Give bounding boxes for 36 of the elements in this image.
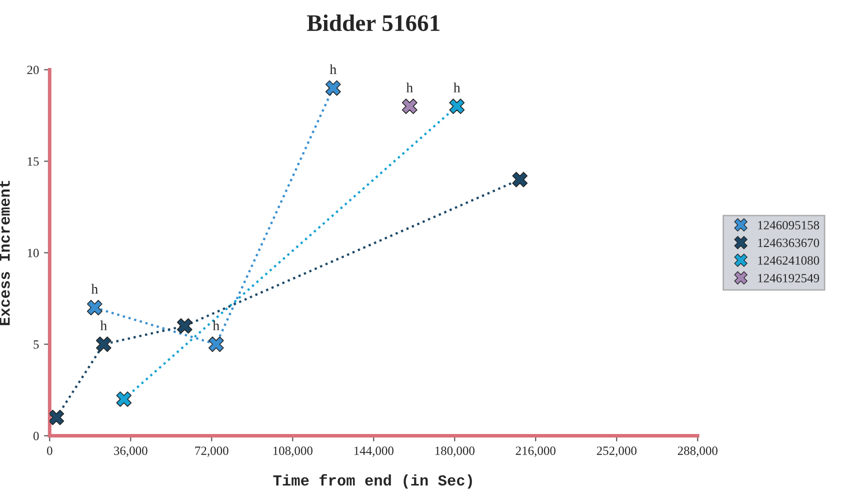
point <box>325 80 341 96</box>
point <box>176 318 192 334</box>
point <box>402 98 418 114</box>
x-tick-label: 288,000 <box>678 446 718 457</box>
x-tick-label: 108,000 <box>273 446 312 457</box>
annotation: h <box>212 320 220 330</box>
annotation: h <box>330 64 336 74</box>
x-tick-label: 252,000 <box>596 446 636 457</box>
point <box>86 300 102 316</box>
x-tick-label: 216,000 <box>516 446 556 457</box>
point <box>512 172 528 188</box>
legend-label: 1246363670 <box>758 238 820 248</box>
point <box>50 410 64 426</box>
x-axis-title: Time from end (in Sec) <box>273 474 472 489</box>
x-tick-label: 0 <box>47 446 52 455</box>
legend-label: 1246241080 <box>758 256 820 265</box>
point <box>449 98 465 114</box>
annotation: h <box>454 82 460 92</box>
x-tick-label: 180,000 <box>435 446 474 457</box>
y-tick-label: 15 <box>28 157 39 166</box>
y-tick-label: 0 <box>33 432 39 440</box>
point <box>116 391 132 407</box>
y-tick-label: 20 <box>27 66 39 74</box>
x-tick-label: 36,000 <box>114 446 148 457</box>
x-tick-label: 144,000 <box>354 446 394 457</box>
x-tick-label: 72,000 <box>195 446 228 457</box>
y-tick-label: 5 <box>34 340 39 349</box>
chart-title: Bidder 51661 <box>307 14 440 32</box>
y-tick-label: 10 <box>28 248 39 258</box>
annotation: h <box>406 82 413 92</box>
legend-label: 1246095158 <box>758 220 820 230</box>
legend-label: 1246192549 <box>758 274 820 282</box>
point <box>96 336 112 352</box>
annotation: h <box>100 320 107 330</box>
point <box>208 336 224 352</box>
annotation: h <box>91 284 98 294</box>
